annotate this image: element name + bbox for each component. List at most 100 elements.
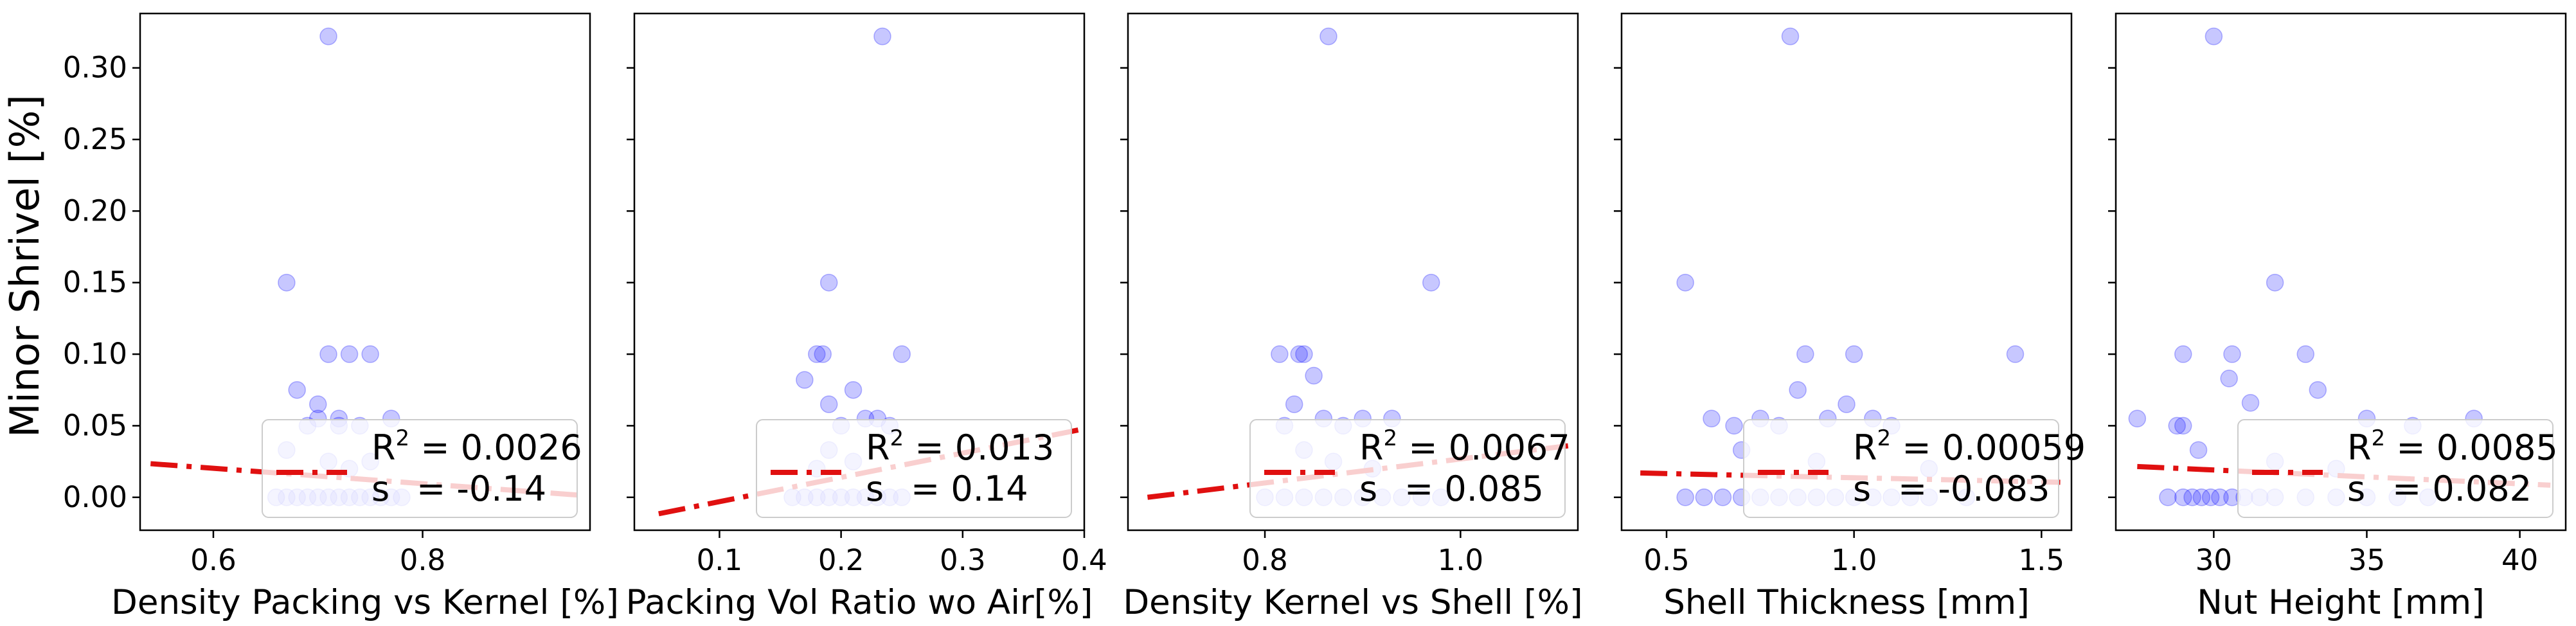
scatter-point [1290,345,1309,363]
scatter-point [1285,395,1303,413]
scatter-point [2309,380,2327,399]
scatter-point [2128,409,2147,428]
axes-frame [2115,12,2567,532]
x-tick-label: 1.0 [1438,543,1484,577]
legend-s-label: s [1853,469,1871,509]
y-tick-label: 0.10 [63,337,127,371]
scatter-point [2296,345,2314,363]
legend-box [262,419,578,518]
scatter-point [2201,488,2220,506]
axes-frame [1127,12,1579,532]
legend-s-value: = -0.083 [1898,469,2050,509]
axes-frame [1620,12,2073,532]
scatter-point [873,27,891,46]
scatter-point [2241,394,2260,412]
x-axis-label: Packing Vol Ratio wo Air[%] [626,583,1093,622]
scatter-point [2266,273,2284,292]
scatter-point [2189,441,2208,460]
x-tick-label: 0.8 [1242,543,1288,577]
y-tick-label: 0.20 [63,193,127,228]
legend-s-label: s [866,469,884,509]
x-tick-label: 35 [2348,543,2385,577]
x-tick-label: 0.3 [940,543,986,577]
legend-box [1249,419,1566,518]
legend-r2: R2 = 0.013 [866,425,1054,468]
scatter-point [319,345,337,363]
scatter-point [309,395,327,413]
panel-1: 0.00 0.05 0.10 0.15 0.20 0.25 0.30 0.6 0.8 Densit… [63,12,619,622]
x-tick-label: 0.5 [1643,543,1690,577]
panel-4: 0.5 1.0 1.5 Shell Thickness [mm] R2 = 0.0005… [1614,12,2086,622]
scatter-point [1789,380,1807,399]
x-tick-label: 0.8 [400,543,446,577]
scatter-point [1676,273,1694,292]
legend-box [2237,419,2554,518]
x-tick-label: 0.6 [190,543,237,577]
scatter-point [844,380,863,399]
scatter-point [1422,273,1440,292]
scatter-point [1796,345,1814,363]
scatter-point [2174,488,2192,506]
scatter-point [1713,488,1732,506]
legend-s-value: = 0.082 [2392,469,2532,509]
legend-box [1743,419,2059,518]
y-tick-label: 0.05 [63,408,127,442]
scatter-point [2223,345,2241,363]
scatter-point [1695,488,1713,506]
scatter-point [278,273,296,292]
scatter-point [1295,345,1313,363]
legend-s-label: s [2347,469,2365,509]
y-tick-label: 0.30 [63,51,127,85]
scatter-point [340,345,359,363]
scatter-point [2183,488,2201,506]
scatter-point [819,395,838,413]
scatter-point [819,273,838,292]
x-axis-label: Shell Thickness [mm] [1663,583,2030,622]
scatter-point [2174,345,2192,363]
scatter-point [1838,395,1856,413]
legend-r2: R2 = 0.0026 [371,425,582,468]
scatter-point [2159,488,2177,506]
x-axis-label: Density Packing vs Kernel [%] [111,583,619,622]
legend-s-label: s [1359,469,1377,509]
x-tick-label: 0.1 [697,543,743,577]
x-axis-label: Nut Height [mm] [2197,583,2485,622]
scatter-point [1319,27,1337,46]
scatter-point [808,345,826,363]
scatter-point [814,345,832,363]
axes-frame [139,12,591,532]
x-tick-label: 0.4 [1061,543,1107,577]
scatter-point [1725,416,1743,435]
x-tick-label: 40 [2501,543,2538,577]
scatter-point [2192,488,2211,506]
scatter-point [2205,27,2223,46]
figure-ylabel: Minor Shrivel [%] [1,94,48,438]
scatter-point [288,380,306,399]
scatter-point [2168,416,2186,435]
scatter-point [2174,416,2192,435]
y-tick-label: 0.25 [63,122,127,156]
scatter-point [1781,27,1800,46]
scatter-point [1305,366,1323,385]
scatter-point [1271,345,1289,363]
x-tick-label: 0.2 [818,543,864,577]
scatter-point [796,371,814,389]
scatter-point [2211,488,2229,506]
x-tick-label: 1.5 [2019,543,2065,577]
x-tick-label: 1.0 [1831,543,1877,577]
legend-r2: R2 = 0.00059 [1853,425,2086,468]
scatter-point [1703,409,1721,428]
legend-s-label: s [371,469,389,509]
y-tick-label: 0.00 [63,480,127,514]
legend-box [756,419,1072,518]
y-tick-label: 0.15 [63,265,127,300]
legend-s-value: = 0.085 [1404,469,1544,509]
legend-s-value: = 0.14 [911,469,1028,509]
x-tick-label: 30 [2196,543,2232,577]
panel-2: 0.1 0.2 0.3 0.4 Packing Vol Ratio wo Air[%] R… [626,12,1107,622]
scatter-point [893,345,911,363]
scatter-point [361,345,379,363]
scatter-point [1676,488,1694,506]
axes-frame [633,12,1086,532]
